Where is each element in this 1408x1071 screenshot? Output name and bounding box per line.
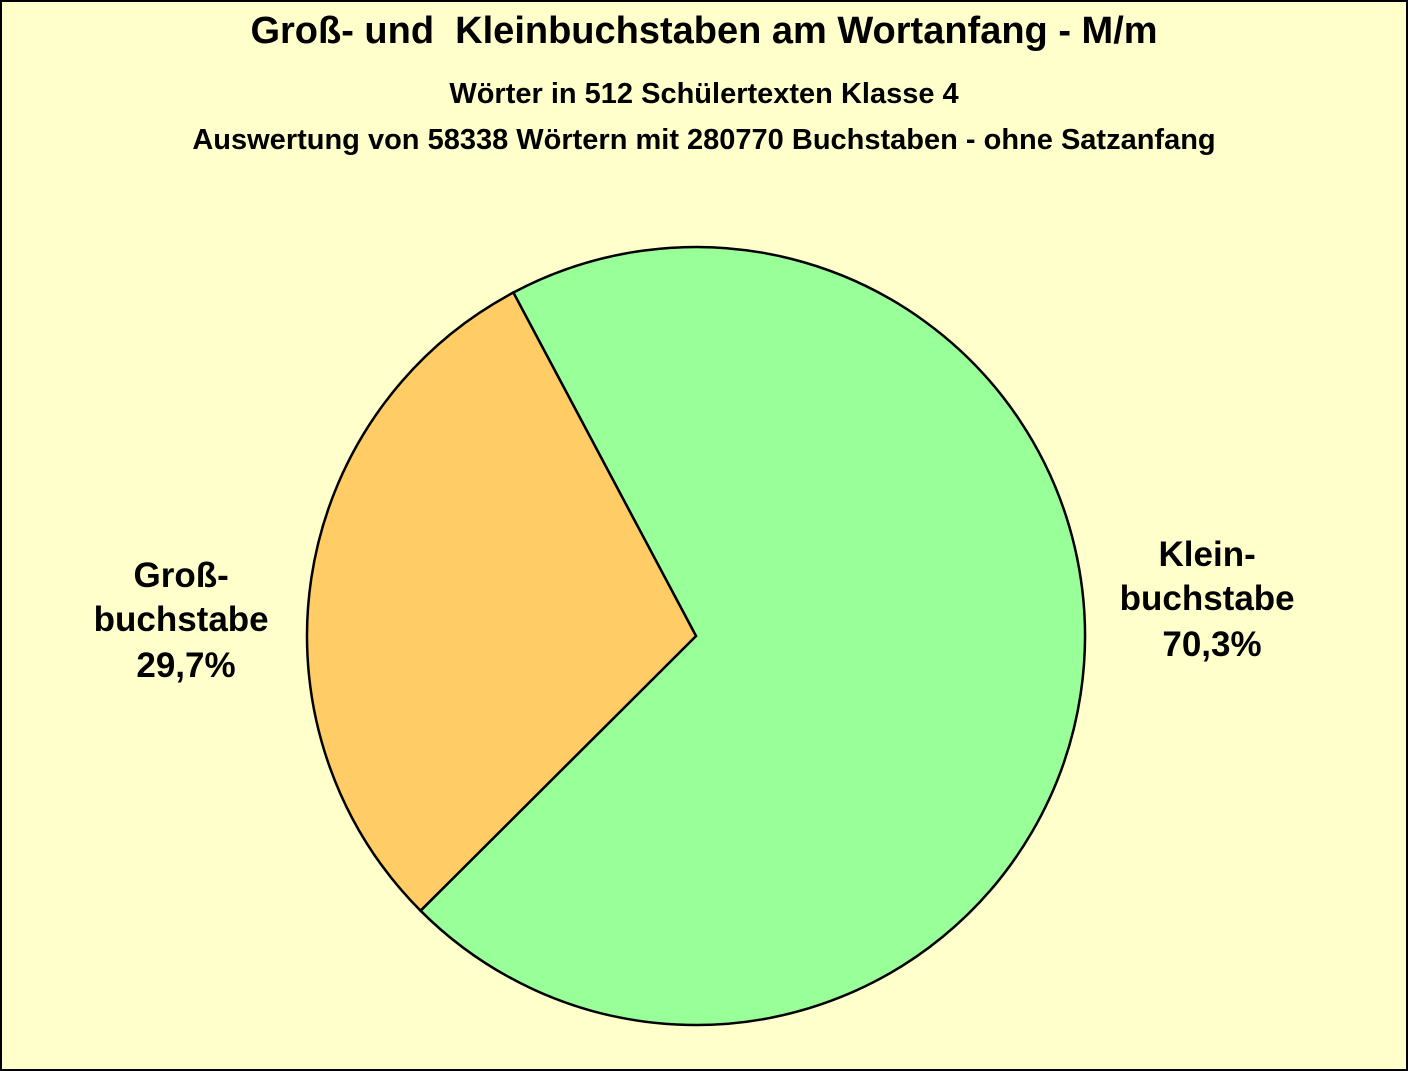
slice-label-grossbuchstabe: Groß- buchstabe 29,7% (94, 556, 279, 685)
chart-title: Groß- und Kleinbuchstaben am Wortanfang … (250, 10, 1158, 52)
pie-slice-kleinbuchstabe (418, 245, 1087, 1027)
slice-label-kleinbuchstabe: Klein- buchstabe 70,3% (1120, 535, 1305, 664)
chart-subtitle-2: Auswertung von 58338 Wörtern mit 280770 … (192, 124, 1216, 156)
chart-subtitle-1: Wörter in 512 Schülertexten Klasse 4 (449, 78, 959, 110)
pie-slice-grossbuchstabe (305, 290, 698, 913)
